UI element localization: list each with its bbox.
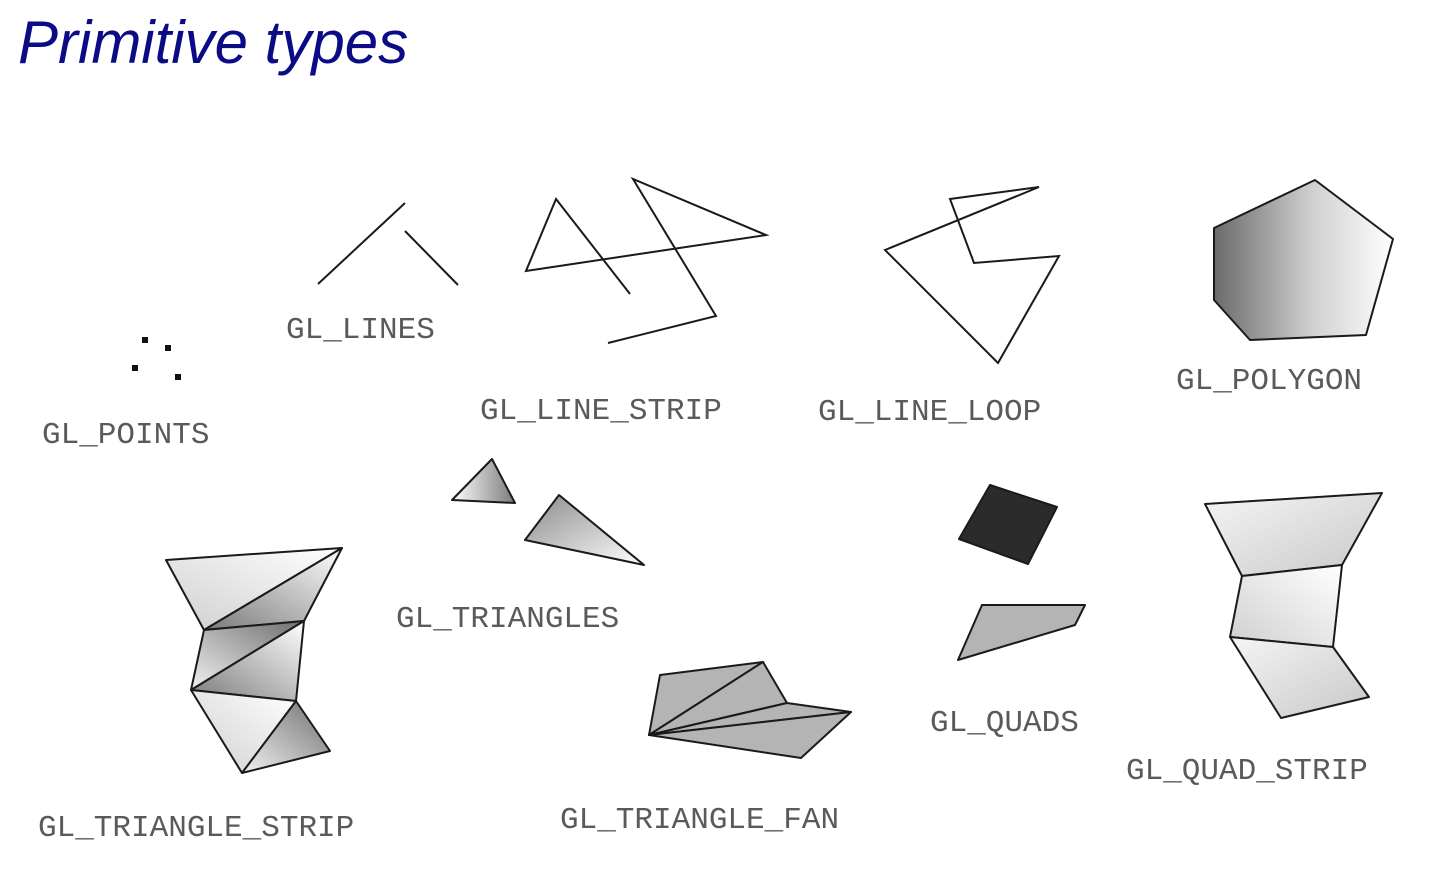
triangles-figure [451,458,645,566]
line-strip-figure [524,176,770,344]
slide-title: Primitive types [18,9,409,76]
point-4 [175,374,181,380]
point-3 [132,365,138,371]
label-gl-polygon: GL_POLYGON [1176,364,1362,399]
triangle-strip-figure [165,547,343,774]
label-gl-quads: GL_QUADS [930,706,1079,741]
label-gl-lines: GL_LINES [286,313,435,348]
label-gl-line-loop: GL_LINE_LOOP [818,395,1041,430]
tri-strip-triangle-6 [241,700,331,774]
point-2 [165,345,171,351]
triangle-2 [524,494,645,566]
line-segment-1 [317,202,406,285]
quad-strip-figure [1204,492,1383,719]
quad-1 [958,484,1058,565]
line-loop-figure [883,186,1061,365]
label-gl-triangles: GL_TRIANGLES [396,602,619,637]
quad-strip-quad-3 [1229,636,1370,719]
triangle-1 [451,458,516,504]
line-segment-2 [404,230,459,286]
label-gl-points: GL_POINTS [42,418,209,453]
label-gl-triangle-fan: GL_TRIANGLE_FAN [560,803,839,838]
point-1 [142,337,148,343]
quad-strip-quad-1 [1204,492,1383,577]
triangle-fan-figure [648,661,852,759]
polygon-figure [1213,179,1394,341]
quad-strip-quad-2 [1229,564,1343,648]
label-gl-triangle-strip: GL_TRIANGLE_STRIP [38,811,354,846]
fan-triangle-4 [648,711,852,759]
label-gl-quad-strip: GL_QUAD_STRIP [1126,754,1368,789]
label-gl-line-strip: GL_LINE_STRIP [480,394,722,429]
quad-2 [957,604,1086,661]
points-figure [132,337,181,380]
lines-figure [317,202,459,286]
quads-figure [957,484,1086,661]
